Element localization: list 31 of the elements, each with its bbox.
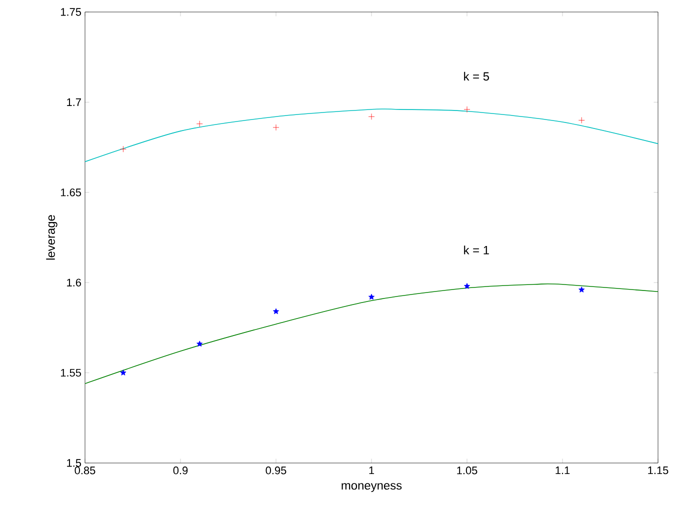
x-tick-label: 1.1 bbox=[556, 466, 570, 474]
point bbox=[368, 113, 375, 120]
line-series bbox=[85, 283, 658, 384]
x-tick-label: 1.15 bbox=[648, 466, 668, 474]
point bbox=[464, 106, 470, 113]
point bbox=[196, 340, 203, 347]
y-tick-label: 1.5 bbox=[67, 459, 82, 467]
y-tick-label: 1.55 bbox=[60, 368, 82, 377]
y-tick-label: 1.75 bbox=[60, 8, 82, 16]
point bbox=[120, 370, 126, 376]
point bbox=[368, 294, 375, 300]
y-tick-label: 1.7 bbox=[67, 98, 81, 106]
line-series bbox=[85, 108, 658, 162]
point bbox=[272, 308, 280, 314]
x-tick-label: 1.05 bbox=[457, 466, 478, 474]
point bbox=[578, 117, 585, 124]
y-axis-title: leverage bbox=[46, 215, 58, 260]
annotation: k = 1 bbox=[464, 246, 489, 254]
point bbox=[578, 286, 585, 292]
x-tick-label: 0.9 bbox=[173, 466, 188, 474]
point bbox=[120, 146, 126, 152]
annotation: k = 5 bbox=[464, 72, 490, 81]
y-tick-label: 1.6 bbox=[67, 278, 81, 286]
point bbox=[196, 120, 203, 128]
x-tick-label: 0.95 bbox=[266, 466, 286, 474]
point bbox=[272, 124, 280, 131]
point bbox=[464, 283, 470, 289]
x-tick-label: 0.85 bbox=[74, 466, 96, 474]
y-tick-label: 1.65 bbox=[60, 188, 82, 196]
x-tick-label: 1 bbox=[369, 466, 374, 474]
x-axis-title: moneyness bbox=[342, 483, 402, 492]
